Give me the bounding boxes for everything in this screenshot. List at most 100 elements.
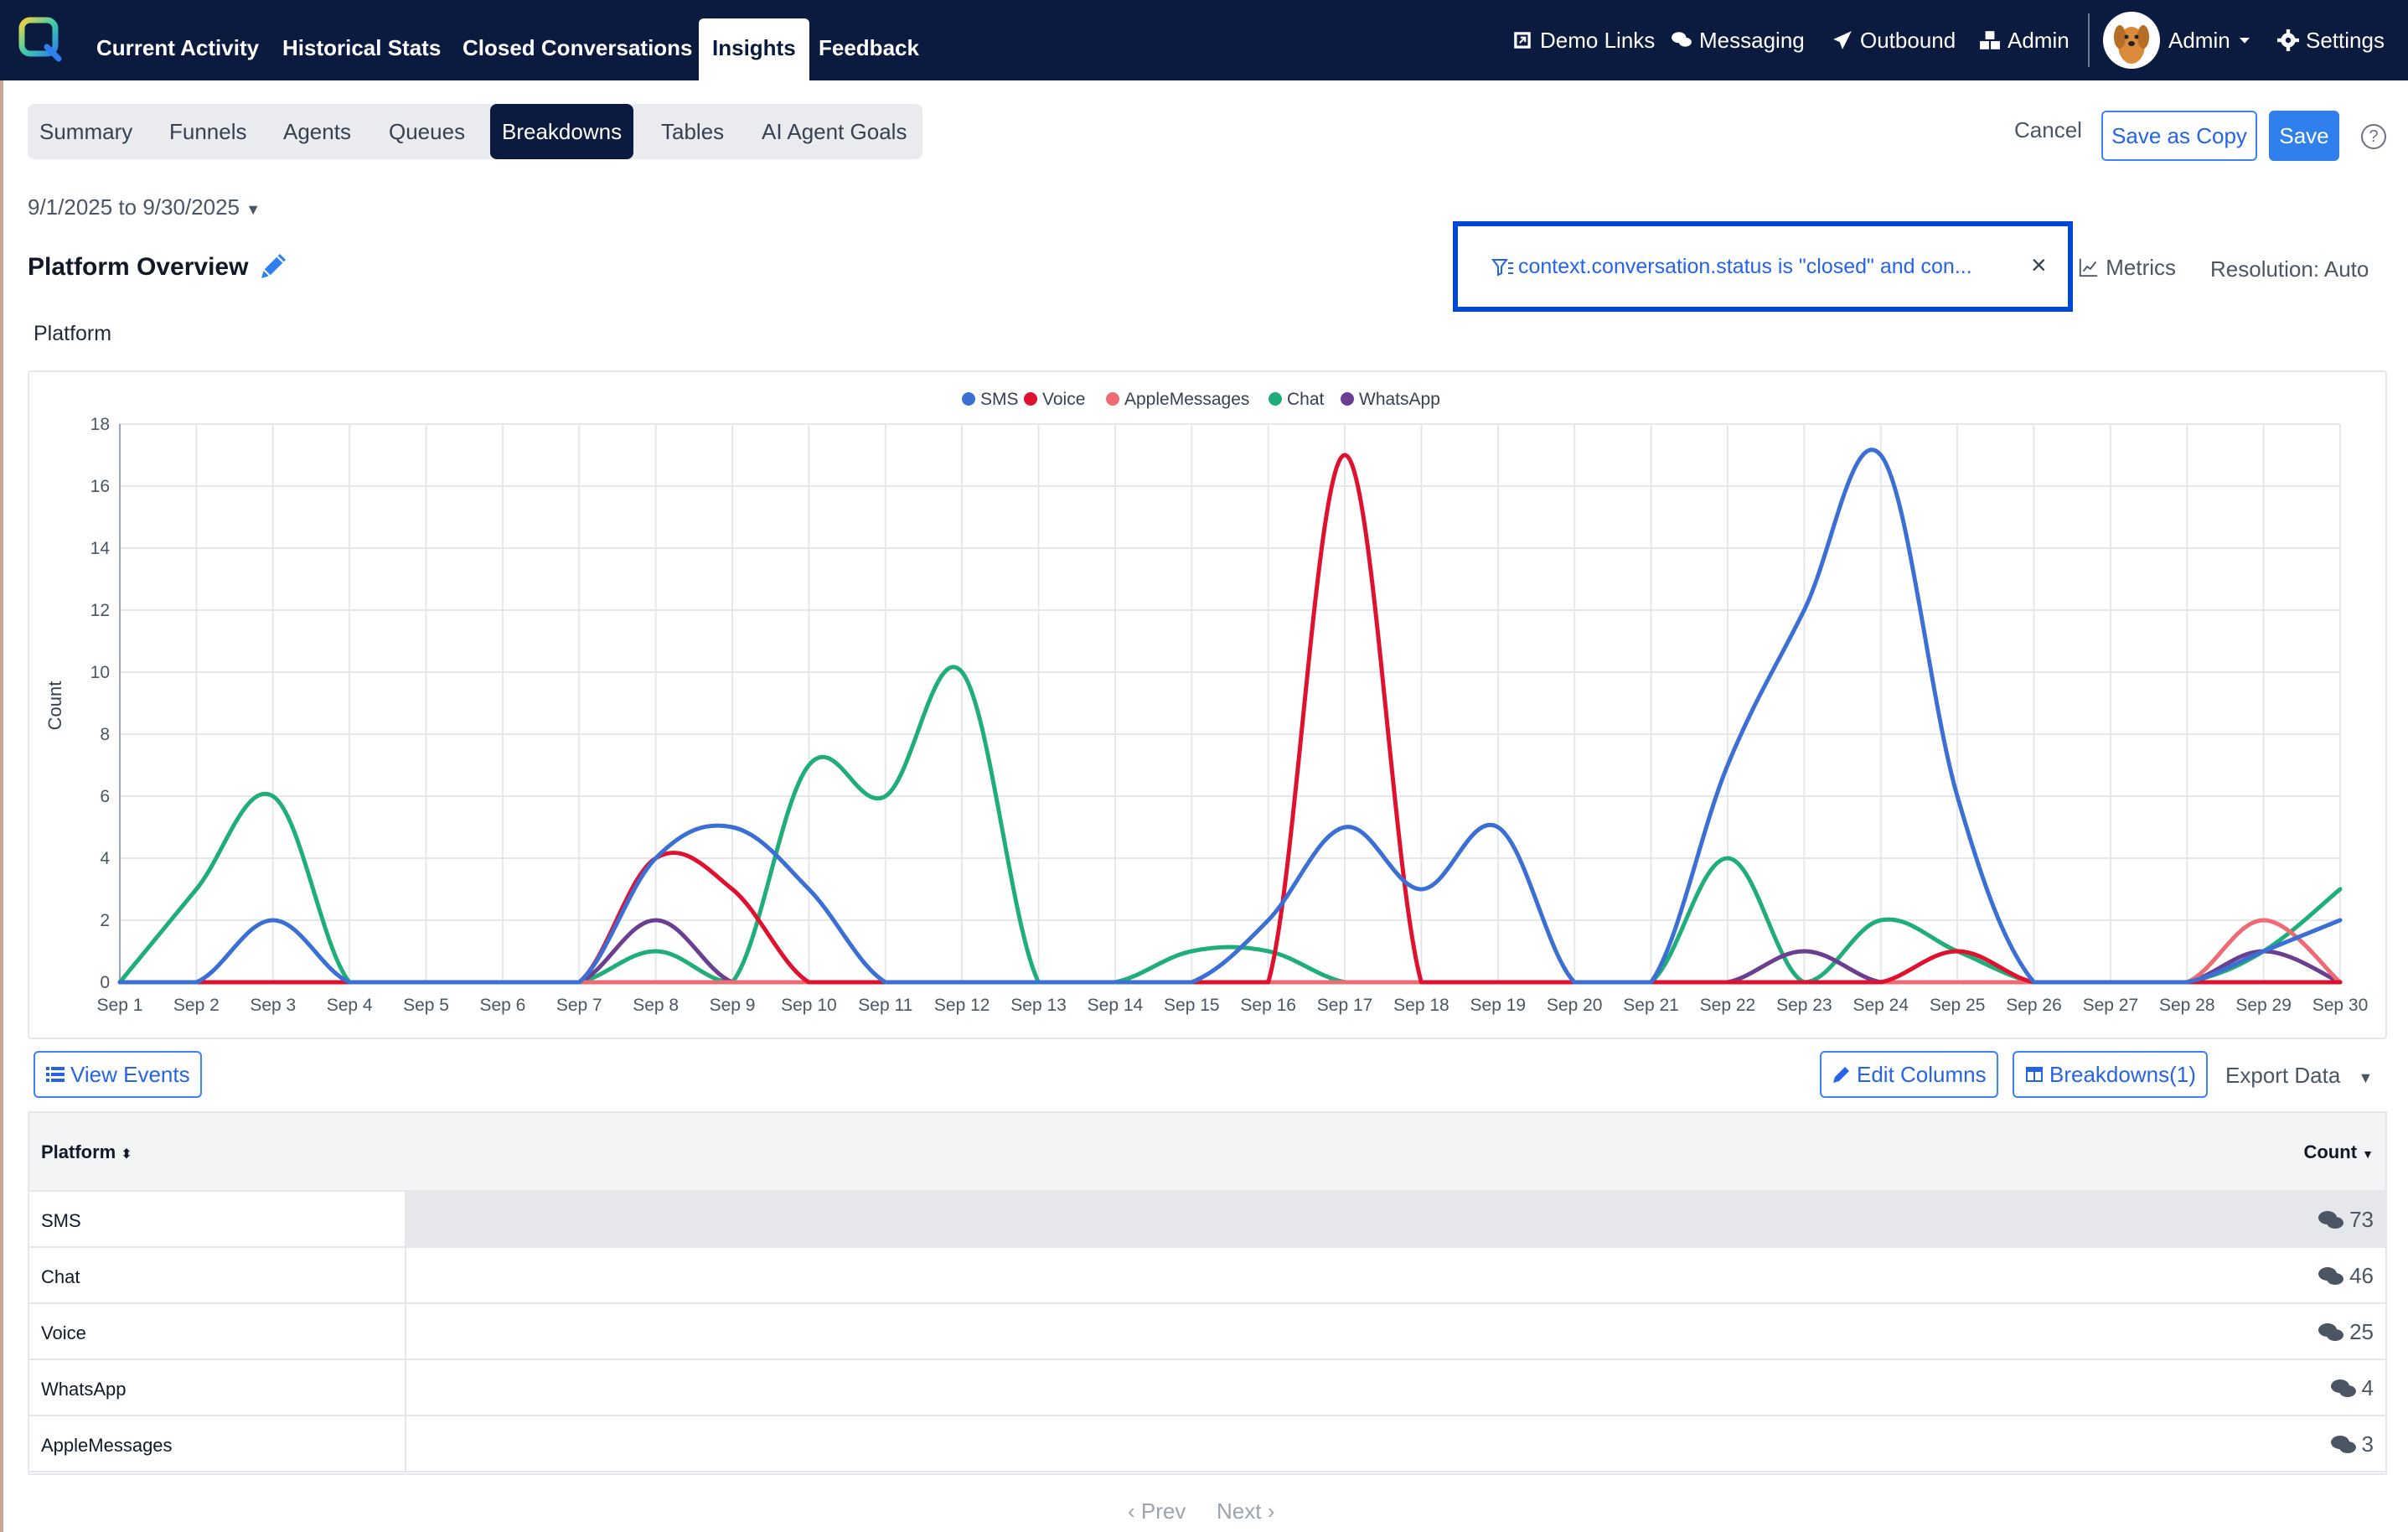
nav-settings[interactable]: Settings [2277,0,2385,80]
legend-item[interactable]: AppleMessages [1106,390,1249,409]
user-avatar[interactable] [2103,12,2160,69]
edit-columns-button[interactable]: Edit Columns [1820,1051,1998,1098]
prev-page-button[interactable]: ‹ Prev [1128,1498,1186,1524]
y-tick-label: 6 [100,787,110,806]
tab-agents[interactable]: Agents [283,119,351,144]
metrics-button[interactable]: Metrics [2078,255,2176,281]
help-icon[interactable]: ? [2361,124,2386,149]
nav-messaging[interactable]: Messaging [1671,0,1805,80]
legend-label: SMS [980,390,1019,409]
cubes-icon [1980,31,2000,49]
metrics-label: Metrics [2106,255,2177,280]
x-tick-label: Sep 17 [1317,996,1373,1015]
y-tick-label: 4 [100,849,110,868]
sort-icon: ⬍ [121,1147,132,1162]
nav-current-activity[interactable]: Current Activity [96,35,260,60]
platform-line-chart: SMS Voice AppleMessages Chat WhatsApp 0 2 4 6 8 1… [44,390,2369,1015]
app-logo-icon[interactable] [18,17,64,62]
legend-swatch [1106,392,1119,406]
table-row[interactable]: SMS 73 [29,1192,2385,1248]
legend-item[interactable]: Chat [1269,390,1325,409]
series-line-voice [117,453,2343,985]
platform-cell: Voice [41,1322,86,1343]
y-tick-label: 12 [90,601,110,620]
tab-summary[interactable]: Summary [39,119,133,144]
breakdowns-button[interactable]: Breakdowns(1) [2013,1051,2208,1098]
nav-outbound-label: Outbound [1860,28,1956,53]
table-row[interactable]: AppleMessages 3 [29,1416,2385,1472]
legend-swatch [1269,392,1282,406]
count-value: 3 [2361,1431,2374,1457]
x-tick-label: Sep 23 [1776,996,1832,1015]
view-events-label: View Events [70,1062,190,1087]
user-menu[interactable]: Admin [2168,0,2252,80]
legend-label: Chat [1287,390,1325,409]
nav-insights[interactable]: Insights [699,18,809,80]
user-menu-label: Admin [2168,28,2230,53]
legend-label: AppleMessages [1124,390,1249,409]
legend-item[interactable]: WhatsApp [1341,390,1440,409]
prev-label: Prev [1140,1498,1186,1524]
comments-icon [2330,1435,2356,1453]
nav-admin[interactable]: Admin [1979,0,2070,80]
table-row[interactable]: WhatsApp 4 [29,1360,2385,1416]
x-tick-label: Sep 12 [934,996,990,1015]
edit-columns-label: Edit Columns [1857,1062,1987,1087]
nav-feedback[interactable]: Feedback [819,35,919,60]
tab-ai-agent-goals[interactable]: AI Agent Goals [762,119,907,144]
cell-divider [405,1360,406,1415]
x-tick-label: Sep 20 [1547,996,1603,1015]
legend-item[interactable]: Voice [1024,390,1085,409]
x-tick-label: Sep 10 [781,996,837,1015]
date-range-picker[interactable]: 9/1/2025 to 9/30/2025 ▼ [28,194,261,220]
save-button[interactable]: Save [2269,111,2339,161]
gear-icon [2277,29,2299,51]
cancel-button[interactable]: Cancel [2014,117,2082,142]
x-tick-label: Sep 19 [1470,996,1527,1015]
pencil-icon[interactable] [256,250,290,283]
comments-icon [2318,1266,2344,1285]
legend-item[interactable]: SMS [962,390,1019,409]
count-cell: 3 [2330,1431,2374,1457]
next-page-button[interactable]: Next › [1217,1498,1275,1524]
table-icon [2026,1067,2043,1082]
table-row[interactable]: Voice 25 [29,1304,2385,1360]
view-events-button[interactable]: View Events [34,1051,202,1098]
cell-divider [405,1192,406,1246]
tab-funnels[interactable]: Funnels [169,119,247,144]
close-icon[interactable]: × [2031,250,2047,280]
count-column-header[interactable]: Count ▼ [2303,1141,2374,1163]
x-tick-label: Sep 18 [1393,996,1449,1015]
list-icon [46,1067,65,1082]
nav-closed-conversations[interactable]: Closed Conversations [462,35,693,60]
save-as-copy-button[interactable]: Save as Copy [2101,111,2257,161]
filter-highlight-box [1453,221,2073,312]
legend-label: Voice [1042,390,1085,409]
platform-column-header[interactable]: Platform ⬍ [41,1141,132,1163]
nav-demo-links[interactable]: Demo Links [1511,0,1655,80]
external-link-icon [1514,32,1531,49]
tab-queues[interactable]: Queues [389,119,466,144]
x-tick-label: Sep 11 [858,996,912,1015]
tab-tables[interactable]: Tables [661,119,725,144]
resolution-selector[interactable]: Resolution: Auto [2210,256,2369,282]
caret-down-icon: ▼ [2358,1069,2374,1086]
table-row[interactable]: Chat 46 [29,1248,2385,1304]
count-cell: 4 [2330,1375,2374,1401]
sort-desc-icon: ▼ [2362,1147,2374,1161]
x-tick-label: Sep 24 [1853,996,1909,1015]
x-axis-ticks: Sep 1 Sep 2 Sep 3 Sep 4 Sep 5 Sep 6 Sep 7 Sep 8… [97,996,2369,1015]
nav-messaging-label: Messaging [1699,28,1805,53]
export-data-label: Export Data [2225,1063,2341,1088]
count-value: 73 [2349,1207,2374,1232]
nav-outbound[interactable]: Outbound [1832,0,1956,80]
legend-label: WhatsApp [1359,390,1440,409]
filter-chip[interactable]: context.conversation.status is "closed" … [1518,255,1972,278]
nav-admin-label: Admin [2008,28,2070,53]
nav-historical-stats[interactable]: Historical Stats [282,35,442,60]
y-tick-label: 2 [100,911,110,930]
export-data-dropdown[interactable]: Export Data ▼ [2225,1063,2373,1089]
x-tick-label: Sep 30 [2312,996,2369,1015]
tab-breakdowns[interactable]: Breakdowns [490,104,634,159]
count-header-label: Count [2303,1141,2358,1162]
